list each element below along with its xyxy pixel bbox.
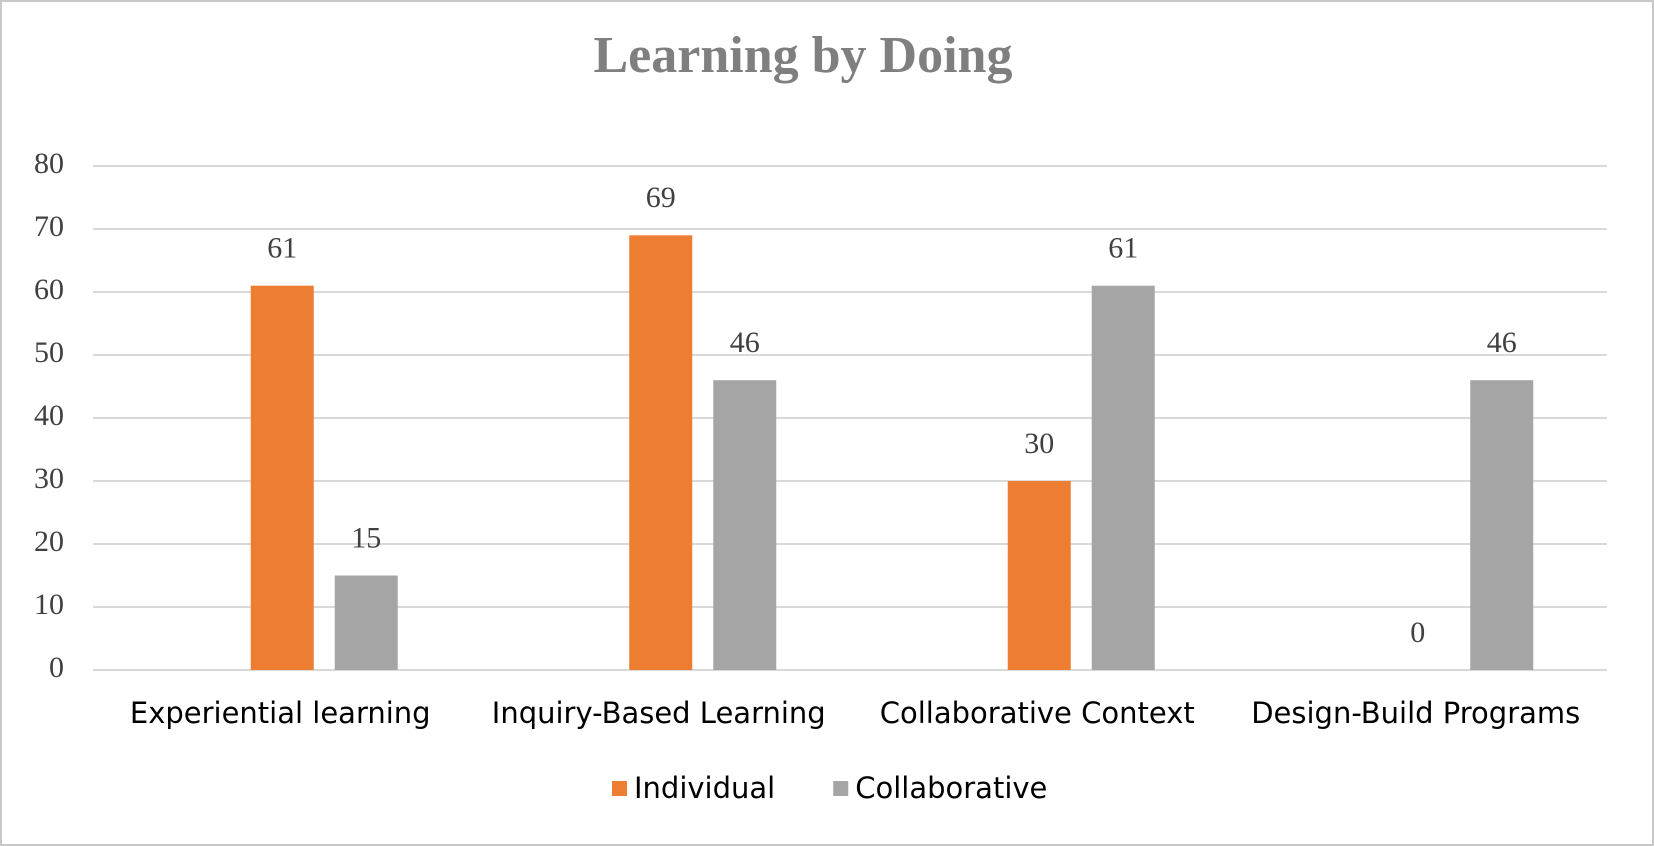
legend-swatch xyxy=(612,781,627,796)
value-label: 0 xyxy=(1410,616,1425,649)
bar xyxy=(629,235,693,671)
bar xyxy=(334,575,398,670)
y-tick-label: 70 xyxy=(34,210,64,243)
legend-swatch xyxy=(833,781,849,796)
value-label: 69 xyxy=(646,181,676,214)
bar xyxy=(1091,285,1155,670)
bar xyxy=(713,380,777,670)
y-tick-label: 40 xyxy=(34,399,64,432)
value-label: 46 xyxy=(1487,326,1517,359)
bar xyxy=(250,285,314,670)
x-tick-label: Collaborative Context xyxy=(880,696,1195,730)
bar xyxy=(1470,380,1534,670)
value-label: 61 xyxy=(1108,232,1138,265)
y-tick-label: 30 xyxy=(34,462,64,495)
y-tick-label: 10 xyxy=(34,588,64,621)
legend-label: Collaborative xyxy=(855,771,1047,805)
x-tick-label: Design-Build Programs xyxy=(1251,696,1580,730)
y-tick-label: 20 xyxy=(34,525,64,558)
x-tick-label: Experiential learning xyxy=(130,696,431,730)
value-label: 15 xyxy=(351,521,381,554)
y-tick-label: 50 xyxy=(34,336,64,369)
chart-title: Learning by Doing xyxy=(594,27,1013,84)
legend-label: Individual xyxy=(634,771,775,805)
y-tick-label: 60 xyxy=(34,273,64,306)
y-tick-label: 80 xyxy=(34,147,64,180)
value-label: 30 xyxy=(1024,427,1054,460)
x-tick-label: Inquiry-Based Learning xyxy=(492,696,826,730)
value-label: 61 xyxy=(267,232,297,265)
value-label: 46 xyxy=(730,326,760,359)
bar xyxy=(1007,481,1071,670)
y-tick-label: 0 xyxy=(49,651,64,684)
